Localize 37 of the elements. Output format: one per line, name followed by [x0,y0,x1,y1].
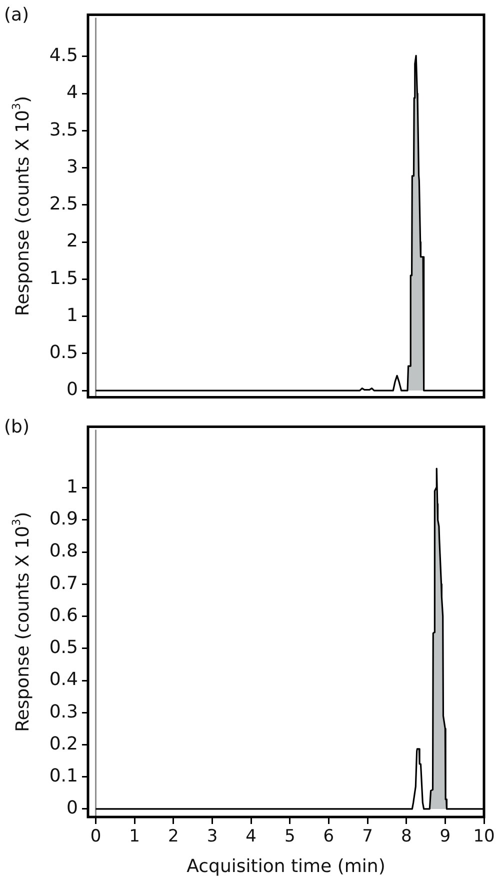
y-tick-label: 0.9 [49,508,78,530]
y-tick-label: 0.7 [49,572,78,594]
y-tick-label: 3.5 [49,119,78,140]
x-axis-title: Acquisition time (min) [186,856,386,877]
y-tick-label: 1.5 [49,268,78,289]
x-tick-label: 8 [400,826,412,847]
x-tick-label: 10 [473,826,495,847]
y-tick-label: 1 [66,476,78,498]
y-tick-label: 3 [66,156,78,178]
y-tick-label: 2 [66,230,78,252]
x-tick-label: 7 [362,826,373,847]
y-tick-label: 0.1 [49,766,78,787]
y-tick-label: 2.5 [49,194,78,215]
x-tick-label: 0 [90,826,102,847]
x-tick-label: 1 [129,826,140,847]
x-tick-label: 9 [440,826,451,847]
y-axis-title: Response (counts X 103) [10,512,34,732]
y-tick-label: 0.5 [49,342,78,364]
y-tick-label: 1 [66,304,78,326]
x-tick-label: 3 [206,826,218,847]
x-tick-label: 6 [323,826,334,847]
x-tick-label: 5 [284,826,296,847]
y-tick-label: 0.4 [49,669,78,690]
y-axis-title: Response (counts X 103) [10,96,34,316]
y-tick-label: 0.8 [49,540,78,562]
x-tick-label: 2 [168,826,179,847]
y-tick-label: 0.6 [49,604,78,626]
y-tick-label: 0 [66,379,78,400]
y-tick-label: 0.3 [49,701,78,722]
y-tick-label: 0 [66,798,78,819]
y-tick-label: 0.2 [49,733,78,754]
y-tick-label: 4.5 [49,45,78,66]
y-tick-label: 4 [66,82,78,104]
chart-title: (b) [4,416,30,438]
y-tick-label: 0.5 [49,637,78,658]
x-tick-label: 4 [246,826,256,847]
chart-title: (a) [4,4,30,26]
